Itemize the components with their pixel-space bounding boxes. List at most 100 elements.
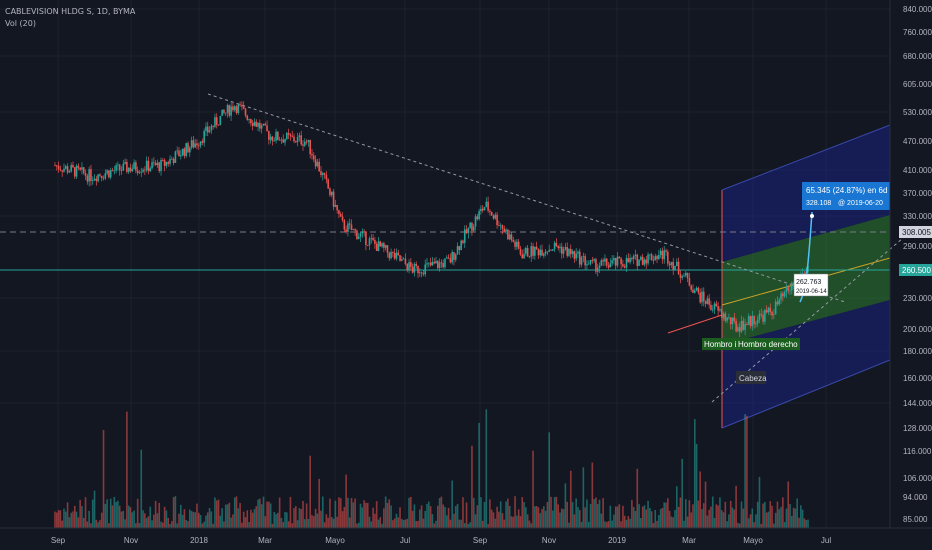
volume-bar	[151, 520, 153, 528]
volume-bar	[205, 515, 207, 528]
volume-bar	[465, 502, 468, 528]
volume-bar	[550, 496, 552, 528]
volume-bar	[508, 505, 511, 528]
volume-bar	[472, 497, 475, 528]
volume-bar	[480, 497, 482, 528]
volume-bar	[284, 511, 286, 528]
volume-bar	[266, 501, 268, 528]
volume-bar	[719, 497, 721, 528]
candle-body	[731, 317, 734, 325]
right-shoulder-label: Hombro derecho	[738, 340, 798, 349]
descending-trendline[interactable]	[207, 93, 846, 303]
candle-body	[361, 231, 364, 234]
volume-bar	[368, 516, 371, 528]
price-axis[interactable]: 840.000 760.000 680.000 605.000 530.000 470.0…	[903, 5, 932, 524]
volume-bar	[647, 500, 649, 528]
candle-body	[224, 112, 227, 114]
candle-body	[269, 136, 272, 140]
volume-bar	[93, 490, 96, 528]
volume-bar	[196, 503, 198, 528]
candle-body	[63, 168, 65, 172]
volume-bar	[84, 497, 87, 528]
candle-body	[582, 256, 585, 258]
candle-body	[591, 260, 594, 261]
candle-body	[535, 246, 538, 249]
candle-body	[203, 130, 205, 143]
candle-body	[661, 250, 664, 260]
candle-body	[280, 139, 283, 141]
candle-body	[95, 178, 98, 182]
candle-body	[165, 162, 168, 166]
volume-bar	[386, 502, 389, 528]
candle-body	[496, 214, 498, 226]
candle-body	[419, 272, 421, 274]
volume-bar	[246, 510, 249, 528]
volume-bar	[478, 422, 480, 528]
volume-bar	[259, 498, 261, 528]
volume-bar	[764, 501, 766, 528]
volume-bar	[575, 498, 577, 528]
volume-bar	[595, 497, 597, 528]
candle-body	[562, 249, 565, 254]
candle-body	[699, 292, 701, 303]
volume-bar	[223, 521, 225, 528]
candle-body	[109, 170, 112, 178]
volume-bar	[408, 497, 410, 528]
volume-bar	[650, 511, 653, 528]
volume-bar	[253, 509, 256, 528]
candle-body	[756, 319, 759, 324]
volume-bar	[611, 520, 613, 528]
volume-bar	[406, 518, 409, 528]
volume-bar	[447, 507, 450, 528]
candle-body	[66, 166, 69, 173]
candle-body	[560, 246, 563, 254]
candle-body	[196, 143, 198, 146]
volume-bar	[208, 507, 211, 528]
volume-bar	[476, 505, 479, 528]
volume-bar	[710, 506, 712, 528]
volume-bar	[782, 497, 784, 528]
candle-body	[638, 259, 640, 266]
candle-body	[413, 263, 416, 273]
volume-bar	[118, 505, 121, 528]
candle-body	[307, 139, 310, 143]
candle-body	[174, 151, 177, 163]
volume-bar	[167, 517, 170, 528]
volume-bar	[593, 499, 595, 528]
candle-body	[411, 266, 414, 273]
candle-body	[499, 225, 502, 227]
candle-body	[451, 252, 453, 263]
volume-bar	[97, 522, 99, 528]
candle-body	[690, 285, 692, 290]
volume-indicator-label[interactable]: Vol (20)	[5, 19, 36, 28]
volume-bar	[133, 510, 135, 528]
right-shoulder-label-box	[736, 338, 800, 350]
volume-bar	[631, 499, 633, 528]
volume-bar	[156, 513, 159, 528]
candle-body	[327, 179, 329, 189]
time-axis[interactable]: Sep Nov 2018 Mar Mayo Jul Sep Nov 2019 Mar Mayo Jul	[51, 536, 831, 545]
candle-body	[462, 240, 464, 243]
candle-body	[136, 170, 139, 173]
candle-body	[587, 263, 590, 265]
volume-bar	[670, 516, 673, 528]
volume-bar	[758, 476, 761, 528]
volume-bar	[526, 514, 529, 528]
volume-bar	[798, 517, 800, 528]
candle-body	[692, 289, 694, 293]
candle-body	[296, 136, 299, 143]
symbol-title[interactable]: CABLEVISION HLDG S, 1D, BYMA	[5, 7, 136, 16]
volume-bar	[307, 519, 310, 528]
volume-bar	[505, 501, 507, 528]
candle-body	[623, 266, 626, 268]
volume-bar	[697, 500, 700, 528]
volume-bar	[787, 481, 790, 528]
candle-body	[771, 311, 773, 316]
volume-bar	[338, 497, 340, 528]
candle-body	[586, 264, 588, 266]
volume-bar	[361, 507, 364, 528]
candle-body	[715, 303, 718, 307]
volume-bar	[287, 521, 290, 528]
price-tick-label: 106.000	[903, 474, 932, 483]
